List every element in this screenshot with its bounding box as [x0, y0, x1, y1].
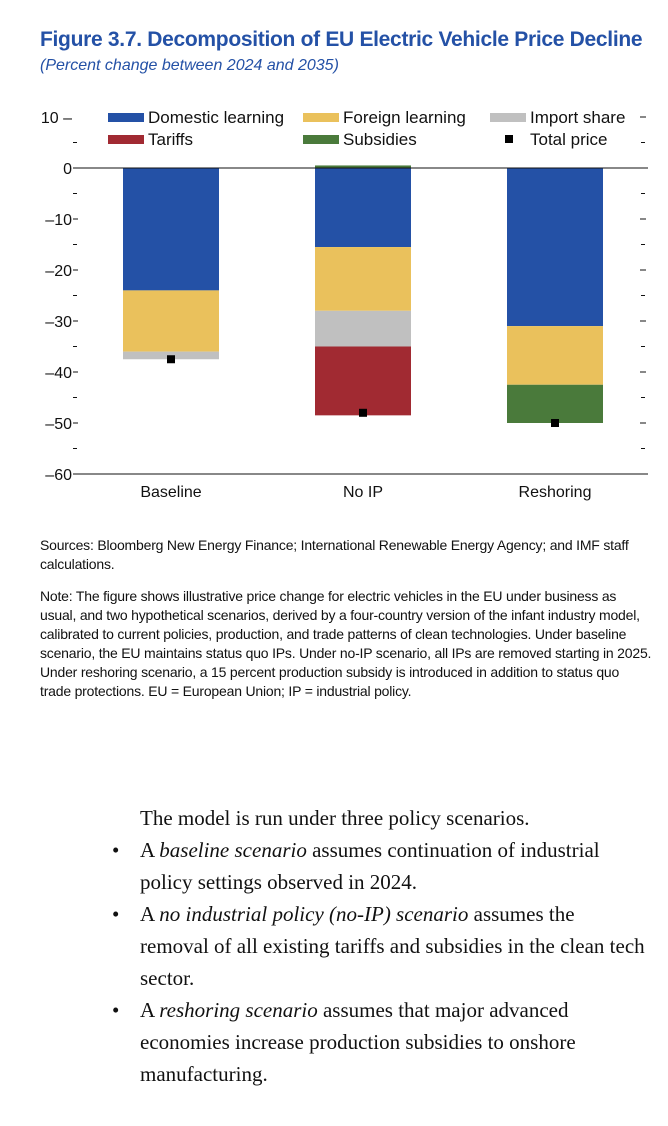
- bar-segment-import-share: [315, 310, 411, 347]
- bar-segment-foreign-learning: [507, 326, 603, 385]
- scenario-item-reshoring: A reshoring scenario assumes that major …: [108, 994, 648, 1090]
- legend-swatch-tariffs: [108, 135, 144, 144]
- body-lead: The model is run under three policy scen…: [140, 806, 530, 830]
- bar-segment-domestic-learning: [123, 168, 219, 291]
- x-category-label: Reshoring: [519, 484, 592, 501]
- bar-segment-subsidies: [315, 165, 411, 168]
- scenario-item-no-ip: A no industrial policy (no-IP) scenario …: [108, 898, 648, 994]
- figure-title: Figure 3.7. Decomposition of EU Electric…: [40, 28, 643, 51]
- legend-label-foreign-learning: Foreign learning: [343, 108, 466, 127]
- scenario-list: A baseline scenario assumes continuation…: [108, 834, 648, 1090]
- legend-label-subsidies: Subsidies: [343, 130, 417, 149]
- figure-subtitle: (Percent change between 2024 and 2035): [40, 57, 339, 74]
- total-price-marker: [359, 408, 367, 417]
- legend-swatch-domestic-learning: [108, 113, 144, 122]
- x-category-label: Baseline: [140, 484, 201, 501]
- legend-label-total-price: Total price: [530, 130, 607, 149]
- y-tick-label: 0: [63, 161, 72, 178]
- total-price-marker: [551, 419, 559, 427]
- bar-segment-subsidies: [507, 384, 603, 423]
- figure-note: Note: The figure shows illustrative pric…: [40, 588, 652, 699]
- scenario-term: reshoring scenario: [159, 998, 318, 1022]
- y-tick-label: –60: [45, 467, 72, 484]
- bar-segment-foreign-learning: [315, 247, 411, 311]
- figure-sources: Sources: Bloomberg New Energy Finance; I…: [40, 537, 629, 572]
- scenario-item-baseline: A baseline scenario assumes continuation…: [108, 834, 648, 898]
- bar-segment-domestic-learning: [507, 168, 603, 327]
- x-category-label: No IP: [343, 484, 383, 501]
- total-price-marker: [167, 355, 175, 364]
- legend-label-tariffs: Tariffs: [148, 130, 193, 149]
- scenario-term: no industrial policy (no-IP) scenario: [159, 902, 469, 926]
- y-tick-label: –50: [45, 416, 72, 433]
- bar-segment-tariffs: [315, 346, 411, 416]
- body-text: The model is run under three policy scen…: [108, 802, 648, 1090]
- y-tick-label: –30: [45, 314, 72, 331]
- y-tick-label: –10: [45, 212, 72, 229]
- legend-swatch-import-share: [490, 113, 526, 122]
- bar-segment-foreign-learning: [123, 290, 219, 352]
- legend-swatch-subsidies: [303, 135, 339, 144]
- stacked-bar-chart: 10 – 0 –10 –20 –30 –40 –50 –60 Baseline No IP Resh…: [41, 108, 648, 501]
- legend-label-import-share: Import share: [530, 108, 625, 127]
- y-tick-label: –20: [45, 263, 72, 280]
- legend-label-domestic-learning: Domestic learning: [148, 108, 284, 127]
- legend-swatch-foreign-learning: [303, 113, 339, 122]
- bar-segment-domestic-learning: [315, 168, 411, 248]
- y-tick-label: –40: [45, 365, 72, 382]
- y-tick-label: 10 –: [41, 110, 72, 127]
- scenario-term: baseline scenario: [159, 838, 307, 862]
- legend-swatch-total-price: [505, 135, 513, 143]
